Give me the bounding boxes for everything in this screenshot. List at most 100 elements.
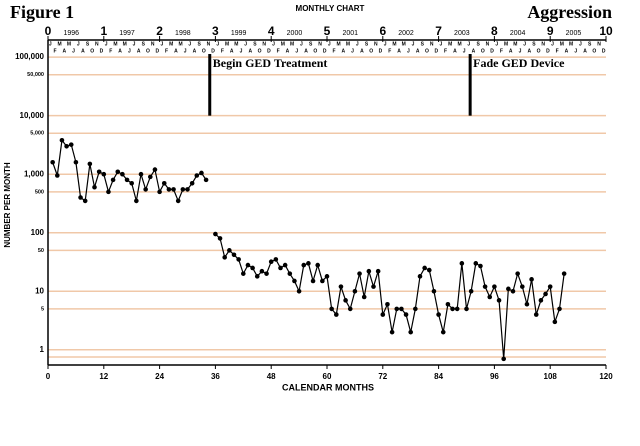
y-tick-label: 500 [35, 189, 44, 195]
data-point [231, 252, 237, 258]
month-letter: A [527, 48, 531, 54]
data-point [166, 187, 172, 192]
month-letter: M [402, 41, 406, 47]
month-letter: M [457, 41, 461, 47]
month-letter: N [597, 41, 601, 47]
data-point [436, 312, 441, 317]
behavior-label: Aggression [527, 2, 612, 22]
month-letter: A [286, 48, 290, 54]
y-tick-label: 50 [38, 248, 44, 254]
data-point [296, 288, 302, 294]
month-letter: S [86, 41, 90, 47]
month-letter: J [384, 41, 387, 47]
data-point [450, 306, 455, 312]
data-point [236, 257, 241, 262]
data-point [278, 265, 283, 271]
data-point [310, 278, 316, 284]
year-label: 1997 [119, 30, 135, 37]
data-point [557, 306, 562, 312]
data-point [68, 142, 74, 147]
month-letter: A [509, 48, 513, 54]
data-point [459, 261, 465, 266]
month-letter: A [304, 48, 308, 54]
x-tick-label: 84 [434, 372, 443, 381]
data-point [264, 271, 269, 276]
month-letter: F [221, 48, 224, 54]
month-letter: M [513, 41, 517, 47]
month-letter: S [309, 41, 313, 47]
data-point [473, 261, 479, 266]
month-letter: J [272, 41, 275, 47]
data-point [129, 180, 134, 186]
data-point [143, 187, 148, 192]
data-point [115, 169, 121, 175]
data-point [64, 143, 69, 149]
month-letter: F [556, 48, 559, 54]
month-letter: M [290, 41, 294, 47]
data-point [440, 329, 446, 335]
data-point [385, 301, 390, 307]
month-letter: J [407, 48, 410, 54]
month-letter: O [90, 48, 94, 54]
month-letter: M [225, 41, 229, 47]
data-point [543, 291, 548, 297]
data-point [334, 312, 339, 317]
data-point [59, 137, 65, 143]
month-letter: S [532, 41, 536, 47]
month-letter: A [360, 48, 364, 54]
data-point [282, 262, 288, 268]
data-point [110, 177, 116, 183]
data-point [399, 306, 404, 312]
data-point [533, 312, 539, 317]
month-letter: J [49, 41, 52, 47]
data-point [538, 298, 544, 303]
data-point [245, 262, 251, 268]
month-letter: N [541, 41, 545, 47]
y-tick-label: 1,000 [24, 169, 45, 178]
data-point [175, 198, 181, 204]
month-letter: J [351, 48, 354, 54]
top-axis-label: 4 [268, 24, 275, 38]
month-letter: D [211, 48, 215, 54]
top-axis-label: 8 [491, 24, 498, 38]
data-point [352, 288, 358, 294]
top-axis-label: 7 [435, 24, 442, 38]
month-letter: A [453, 48, 457, 54]
y-tick-label: 5,000 [30, 131, 44, 137]
month-letter: M [113, 41, 117, 47]
x-tick-label: 60 [323, 372, 332, 381]
data-point [524, 301, 530, 307]
month-letter: J [72, 48, 75, 54]
top-axis-label: 5 [324, 24, 331, 38]
month-letter: O [146, 48, 150, 54]
data-point [389, 329, 395, 335]
month-letter: A [248, 48, 252, 54]
month-letter: D [490, 48, 494, 54]
data-point [343, 298, 348, 303]
month-letter: M [67, 41, 71, 47]
data-point [171, 187, 176, 192]
month-letter: J [579, 41, 582, 47]
month-letter: M [234, 41, 238, 47]
month-letter: S [588, 41, 592, 47]
y-tick-label: 50,000 [27, 72, 44, 78]
month-letter: D [267, 48, 271, 54]
month-letter: D [323, 48, 327, 54]
data-point [347, 306, 353, 312]
y-tick-label: 10,000 [20, 111, 45, 120]
data-point [380, 312, 386, 317]
month-letter: O [481, 48, 485, 54]
month-letter: N [318, 41, 322, 47]
x-tick-label: 96 [490, 372, 499, 381]
data-point [315, 262, 321, 268]
data-point [445, 301, 451, 307]
data-point [320, 278, 325, 284]
data-point [547, 284, 553, 289]
month-letter: A [341, 48, 345, 54]
data-point [515, 271, 520, 276]
month-letter: J [133, 41, 136, 47]
x-tick-label: 48 [267, 372, 276, 381]
data-point [287, 271, 293, 276]
month-letter: D [100, 48, 104, 54]
